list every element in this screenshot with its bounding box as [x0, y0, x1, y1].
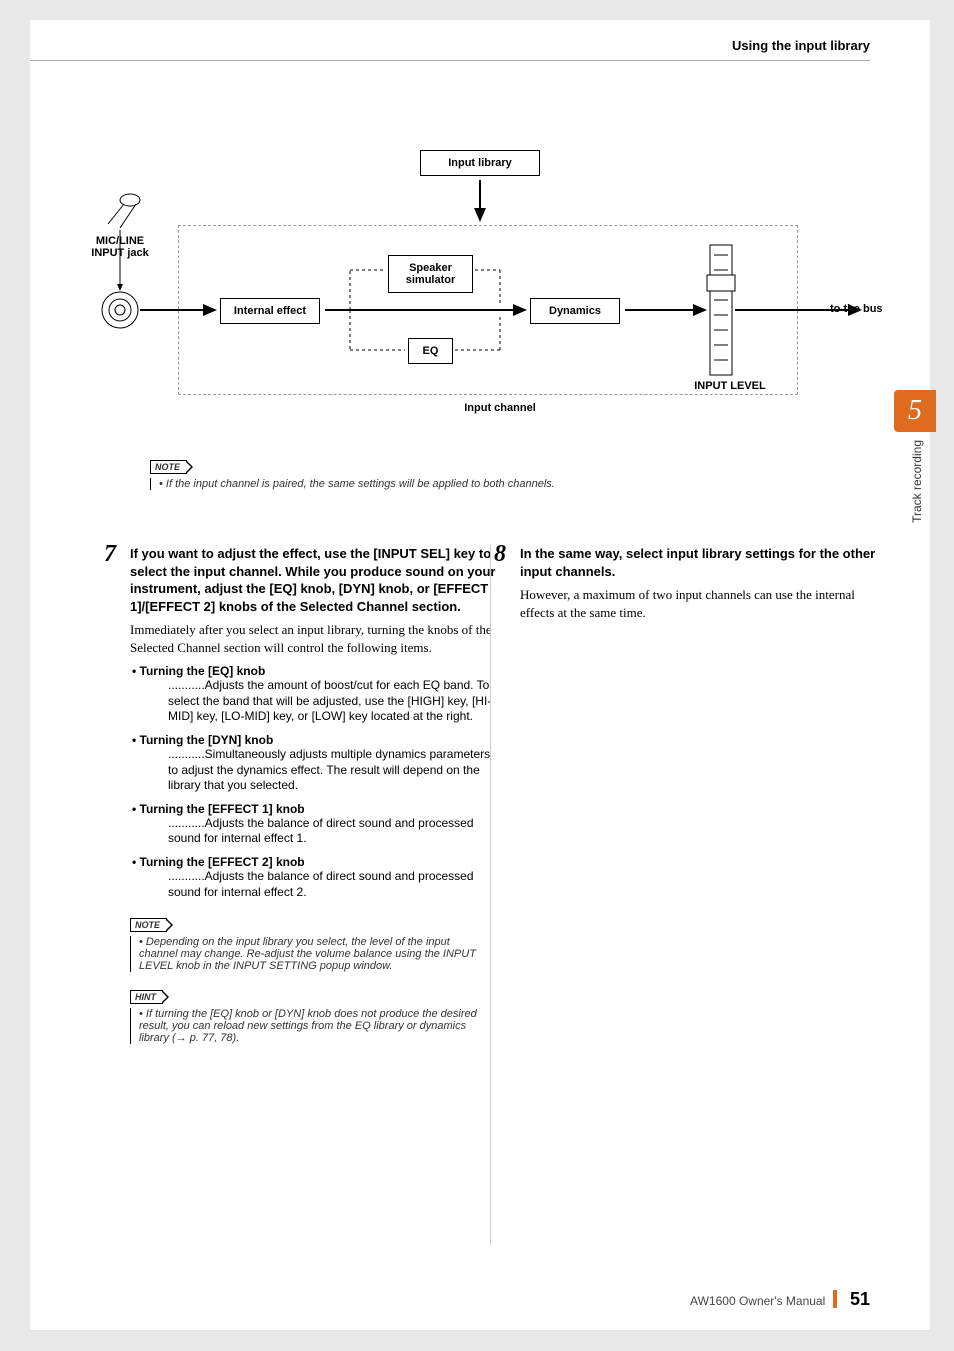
step-heading: If you want to adjust the effect, use th… — [130, 545, 500, 615]
header-rule — [30, 60, 870, 61]
input-channel-label: Input channel — [440, 402, 560, 414]
hint-block: HINT • If turning the [EQ] knob or [DYN]… — [130, 990, 490, 1044]
signal-flow-diagram: Input library MIC/LINE INPUT jack Intern… — [70, 120, 890, 440]
note-block-2: NOTE • Depending on the input library yo… — [130, 918, 490, 972]
note-badge: NOTE — [150, 460, 187, 474]
note-badge: NOTE — [130, 918, 167, 932]
step-heading: In the same way, select input library se… — [520, 545, 890, 580]
bullet-heading: • Turning the [EFFECT 1] knob — [142, 802, 500, 816]
note-text: • Depending on the input library you sel… — [130, 936, 490, 972]
step-7: 7 If you want to adjust the effect, use … — [130, 545, 500, 1014]
page-number: 51 — [850, 1289, 870, 1309]
chapter-label: Track recording — [910, 440, 924, 523]
hint-badge: HINT — [130, 990, 163, 1004]
step-8: 8 In the same way, select input library … — [520, 545, 890, 629]
bullet-text: ...........Adjusts the balance of direct… — [168, 816, 500, 847]
bullet-text: ...........Adjusts the balance of direct… — [168, 869, 500, 900]
input-level-label: INPUT LEVEL — [680, 380, 780, 392]
bullet-heading: • Turning the [EFFECT 2] knob — [142, 855, 500, 869]
bullet-text: ...........Simultaneously adjusts multip… — [168, 747, 500, 794]
step-number: 8 — [494, 541, 506, 568]
chapter-tab: 5 — [894, 390, 936, 432]
step-body: However, a maximum of two input channels… — [520, 586, 890, 621]
page-footer: AW1600 Owner's Manual 51 — [690, 1289, 870, 1310]
bullet-text: ...........Adjusts the amount of boost/c… — [168, 678, 500, 725]
hint-text: • If turning the [EQ] knob or [DYN] knob… — [130, 1008, 490, 1044]
header-section-title: Using the input library — [732, 38, 870, 53]
input-library-box: Input library — [420, 150, 540, 176]
bullet-heading: • Turning the [EQ] knob — [142, 664, 500, 678]
dynamics-box: Dynamics — [530, 298, 620, 324]
step-body: Immediately after you select an input li… — [130, 621, 500, 656]
speaker-sim-box: Speaker simulator — [388, 255, 473, 293]
page: Using the input library 5 Track recordin… — [30, 20, 930, 1330]
mic-line-label: MIC/LINE INPUT jack — [80, 235, 160, 259]
bullet-heading: • Turning the [DYN] knob — [142, 733, 500, 747]
footer-accent — [833, 1290, 837, 1308]
internal-effect-box: Internal effect — [220, 298, 320, 324]
step-number: 7 — [104, 541, 116, 568]
manual-title: AW1600 Owner's Manual — [690, 1294, 825, 1308]
to-bus-label: to the bus — [830, 303, 900, 315]
note-block-1: NOTE • If the input channel is paired, t… — [150, 460, 750, 490]
note-text: • If the input channel is paired, the sa… — [150, 478, 750, 490]
eq-box: EQ — [408, 338, 453, 364]
column-divider — [490, 545, 491, 1245]
